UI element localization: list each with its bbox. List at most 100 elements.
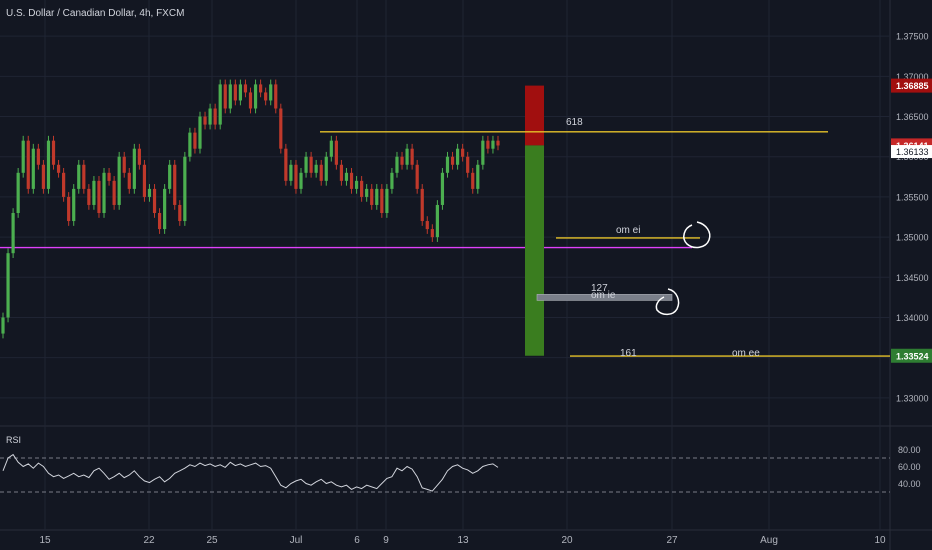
candle-body	[178, 204, 182, 222]
fib-127-box[interactable]	[536, 294, 673, 301]
stop-loss-zone[interactable]	[525, 85, 544, 146]
candle-body	[92, 180, 96, 205]
candle-body	[334, 140, 338, 165]
candle-body	[304, 156, 308, 173]
candle-body	[147, 188, 152, 197]
candle-body	[253, 84, 258, 109]
candle-body	[223, 84, 227, 109]
price-axis[interactable]: 1.375001.370001.365001.360001.355001.350…	[891, 32, 932, 489]
candle-body	[11, 213, 15, 254]
candle-body	[385, 188, 389, 213]
candle-body	[344, 172, 349, 181]
candle-body	[264, 92, 268, 101]
price-badge[interactable]	[891, 348, 932, 363]
candle-body	[486, 140, 490, 149]
candle-body	[238, 84, 242, 101]
candle-body	[1, 317, 5, 334]
candle-body	[274, 84, 278, 109]
candle-body	[87, 188, 91, 205]
candle-body	[269, 84, 273, 101]
candle-body	[380, 188, 384, 213]
candle-body	[152, 188, 157, 213]
time-tick-label: 6	[354, 535, 360, 546]
candle-body	[67, 196, 71, 222]
candle-body	[157, 213, 162, 230]
candle-body	[309, 156, 313, 173]
candle-body	[289, 164, 293, 181]
price-badge-label: 1.36885	[896, 81, 929, 91]
rsi-pane	[0, 453, 890, 493]
candle-body	[319, 164, 323, 181]
time-tick-label: 27	[666, 535, 678, 546]
price-badge[interactable]	[891, 145, 932, 159]
candle-body	[425, 221, 429, 230]
rsi-tick-label: 60.00	[898, 462, 921, 472]
candle-body	[471, 172, 475, 189]
price-tick-label: 1.35000	[896, 233, 929, 243]
candle-body	[294, 164, 298, 189]
time-tick-label: 20	[561, 535, 573, 546]
candle-body	[112, 180, 116, 205]
circle-doodle-2	[655, 288, 680, 316]
candle-body	[415, 164, 419, 189]
candle-body	[36, 148, 40, 165]
candle-body	[354, 180, 359, 189]
time-tick-label: Jul	[290, 535, 303, 546]
candle-body	[339, 164, 344, 181]
candle-body	[127, 172, 131, 189]
price-badge-label: 1.36133	[896, 147, 929, 157]
time-tick-label: 15	[39, 535, 51, 546]
candle-body	[365, 188, 369, 197]
candle-body	[107, 172, 111, 181]
candle-body	[360, 180, 364, 197]
candle-body	[455, 148, 460, 165]
candle-body	[77, 164, 81, 189]
rsi-tick-label: 80.00	[898, 445, 921, 455]
candle-body	[41, 164, 46, 189]
note-om-ie-label: om ie	[591, 290, 616, 301]
candle-body	[430, 229, 434, 238]
candle-body	[203, 116, 207, 125]
candle-body	[117, 156, 121, 205]
take-profit-zone[interactable]	[525, 145, 544, 356]
fib-levels-layer[interactable]	[320, 131, 890, 357]
time-tick-label: Aug	[760, 535, 778, 546]
candle-body	[102, 172, 106, 213]
candle-body	[284, 148, 288, 181]
candle-body	[26, 140, 30, 189]
circle-doodle-1	[683, 221, 711, 249]
time-axis[interactable]: 15 22 25 Jul 6 9 13 20 27 Aug 10	[39, 535, 886, 546]
position-tool[interactable]	[525, 85, 544, 356]
candle-body	[208, 108, 212, 125]
time-tick-label: 10	[874, 535, 886, 546]
candle-body	[213, 108, 217, 125]
note-om-ee-label: om ee	[732, 348, 760, 359]
candle-body	[450, 156, 455, 165]
price-tick-label: 1.34500	[896, 273, 929, 283]
candle-body	[163, 188, 167, 230]
fib-618-label: 618	[566, 117, 583, 128]
price-tick-label: 1.35500	[896, 192, 929, 202]
candle-body	[466, 156, 470, 173]
candle-body	[56, 164, 61, 173]
candle-body	[51, 140, 56, 165]
fib-127-label: 127	[591, 283, 608, 294]
candle-body	[375, 188, 379, 205]
candle-body	[46, 140, 51, 189]
candle-body	[62, 172, 66, 197]
candle-body	[299, 172, 303, 189]
candle-body	[132, 148, 136, 189]
candle-body	[314, 164, 318, 173]
candle-body	[21, 140, 25, 173]
candle-body	[329, 140, 333, 157]
price-badge-label: 1.33524	[896, 351, 929, 361]
candle-body	[72, 188, 76, 222]
candle-body	[233, 84, 237, 101]
candle-body	[420, 188, 424, 222]
candle-body	[349, 172, 354, 189]
candle-body	[198, 116, 202, 149]
candle-body	[168, 164, 172, 189]
price-badge[interactable]	[891, 78, 932, 93]
